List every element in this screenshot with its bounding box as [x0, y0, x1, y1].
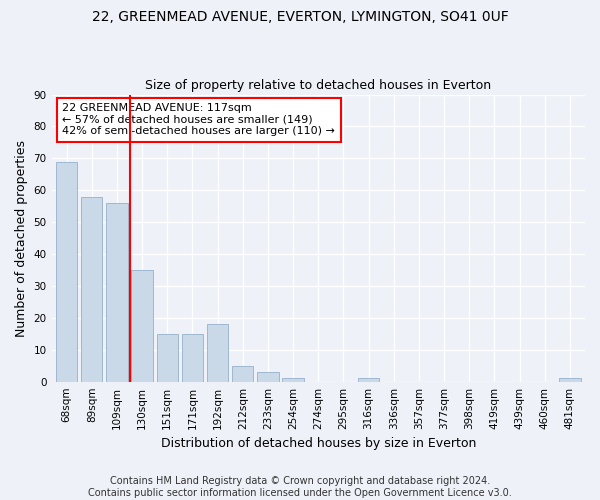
Title: Size of property relative to detached houses in Everton: Size of property relative to detached ho… — [145, 79, 491, 92]
Text: 22 GREENMEAD AVENUE: 117sqm
← 57% of detached houses are smaller (149)
42% of se: 22 GREENMEAD AVENUE: 117sqm ← 57% of det… — [62, 103, 335, 136]
Bar — [56, 162, 77, 382]
Bar — [131, 270, 153, 382]
Bar — [182, 334, 203, 382]
Bar — [358, 378, 379, 382]
Bar — [207, 324, 229, 382]
Bar — [81, 196, 103, 382]
Bar — [232, 366, 253, 382]
X-axis label: Distribution of detached houses by size in Everton: Distribution of detached houses by size … — [161, 437, 476, 450]
Bar — [283, 378, 304, 382]
Bar — [106, 203, 128, 382]
Bar — [157, 334, 178, 382]
Text: 22, GREENMEAD AVENUE, EVERTON, LYMINGTON, SO41 0UF: 22, GREENMEAD AVENUE, EVERTON, LYMINGTON… — [92, 10, 508, 24]
Bar — [559, 378, 581, 382]
Text: Contains HM Land Registry data © Crown copyright and database right 2024.
Contai: Contains HM Land Registry data © Crown c… — [88, 476, 512, 498]
Bar — [257, 372, 278, 382]
Y-axis label: Number of detached properties: Number of detached properties — [15, 140, 28, 336]
